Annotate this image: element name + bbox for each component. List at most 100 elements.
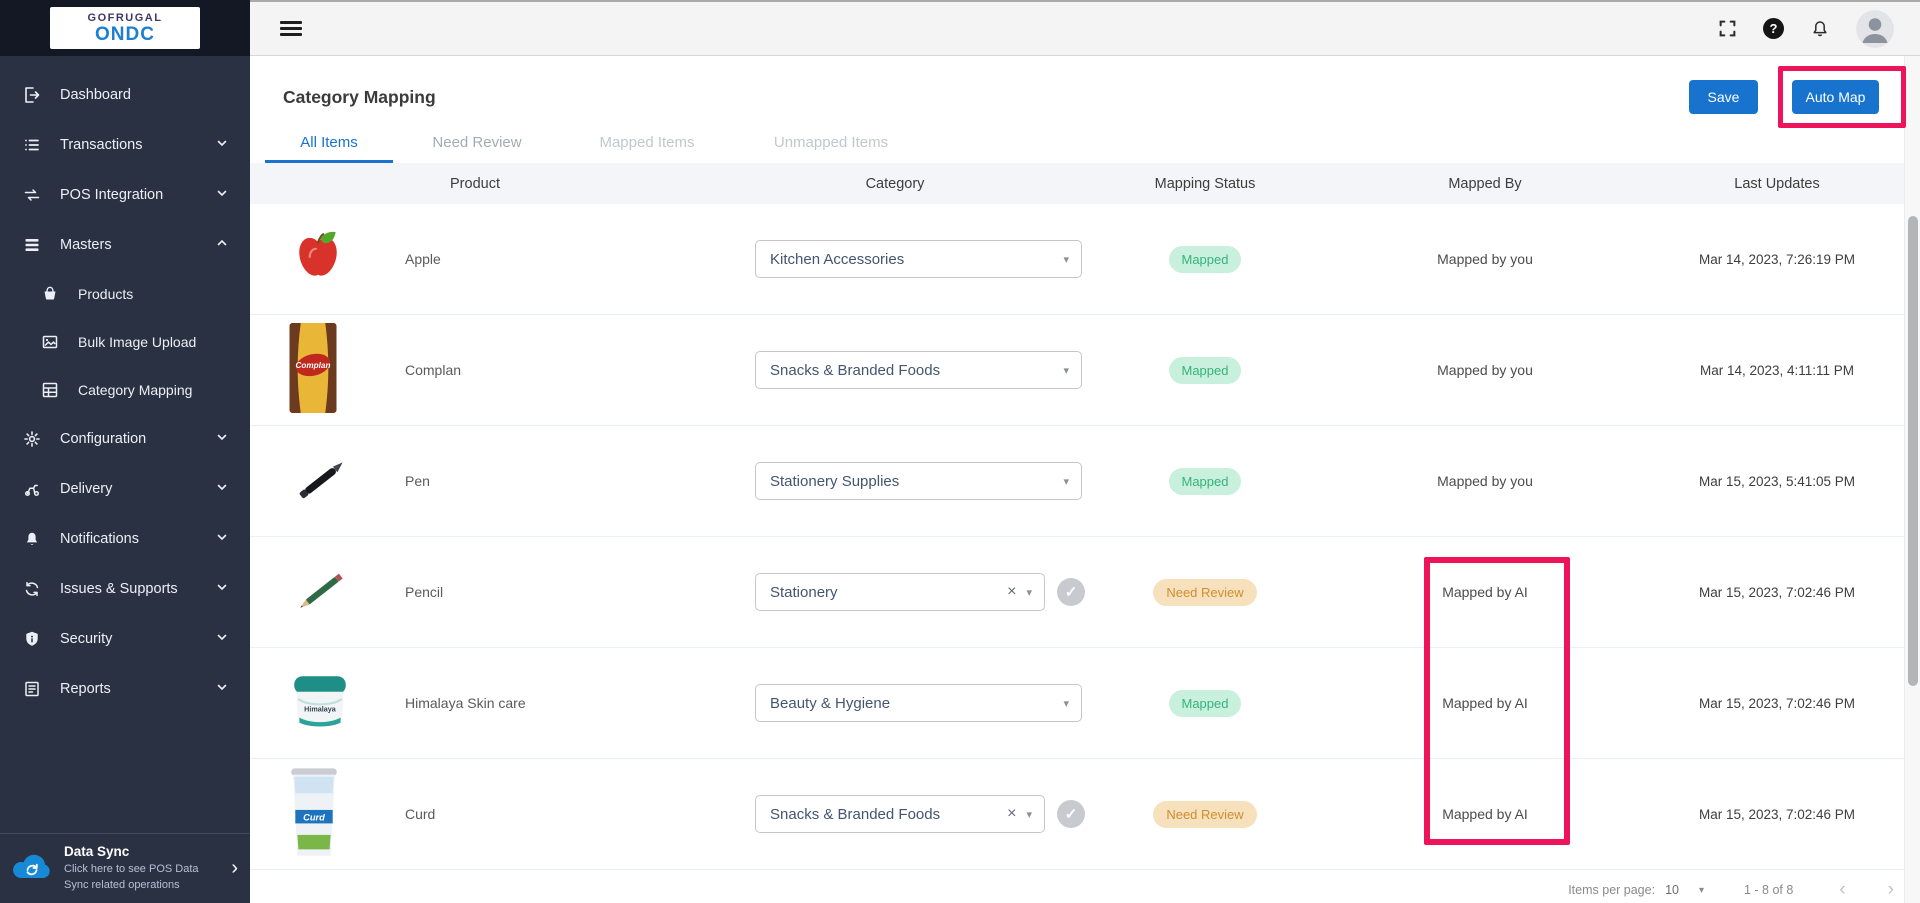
previous-page-icon[interactable]: ‹ [1839, 879, 1846, 900]
tab-need-review[interactable]: Need Review [432, 134, 522, 151]
column-header-mapped-by: Mapped By [1448, 175, 1522, 192]
notification-bell-icon[interactable] [1810, 19, 1830, 39]
clear-icon[interactable]: × [1007, 805, 1017, 822]
category-select[interactable]: Stationery × ▾ [755, 573, 1045, 611]
table-row-pencil: Pencil Stationery × ▾ ✓ Need Review Mapp… [250, 537, 1904, 648]
svg-text:Complan: Complan [296, 361, 331, 370]
caret-down-icon[interactable]: ▾ [1026, 808, 1032, 821]
category-select[interactable]: Stationery Supplies ▾ [755, 462, 1082, 500]
status-badge: Need Review [1153, 578, 1257, 606]
svg-text:Curd: Curd [303, 812, 325, 822]
sidebar-item-label: Transactions [60, 137, 143, 153]
scrollbar [1904, 56, 1920, 903]
sidebar-item-reports[interactable]: Reports [0, 664, 250, 714]
sidebar-item-category-mapping[interactable]: Category Mapping [0, 366, 250, 414]
status-badge: Mapped [1168, 467, 1242, 495]
masters-icon [22, 236, 42, 254]
svg-text:Himalaya: Himalaya [304, 704, 337, 713]
category-select[interactable]: Beauty & Hygiene ▾ [755, 684, 1082, 722]
pagination: Items per page: 10 ▾ 1 - 8 of 8 ‹ › [250, 870, 1920, 903]
topbar-actions: ? [1718, 9, 1894, 48]
logo-strip: GOFRUGAL ONDC [0, 0, 250, 56]
menu-icon[interactable] [280, 18, 302, 39]
product-name: Curd [405, 806, 436, 822]
caret-down-icon[interactable]: ▾ [1063, 475, 1069, 488]
product-name: Complan [405, 362, 462, 378]
sidebar-item-security[interactable]: Security [0, 614, 250, 664]
tab-mapped-items[interactable]: Mapped Items [599, 134, 695, 151]
mapped-by: Mapped by AI [1442, 806, 1528, 822]
bell-icon [22, 530, 42, 548]
sidebar-item-label: Reports [60, 681, 111, 697]
sidebar-item-label: Bulk Image Upload [78, 334, 197, 350]
next-page-icon[interactable]: › [1887, 879, 1894, 900]
chevron-down-icon [216, 530, 228, 548]
fullscreen-icon[interactable] [1718, 19, 1737, 38]
data-sync-title: Data Sync [64, 843, 130, 859]
dashboard-icon [22, 86, 42, 104]
save-button[interactable]: Save [1689, 80, 1758, 114]
data-sync-panel[interactable]: Data Sync Click here to see POS Data Syn… [0, 833, 250, 903]
chevron-right-icon[interactable]: › [231, 857, 238, 879]
report-icon [22, 680, 42, 698]
gofrugal-ondc-logo[interactable]: GOFRUGAL ONDC [50, 7, 200, 49]
sidebar-item-delivery[interactable]: Delivery [0, 464, 250, 514]
pos-integration-icon [22, 186, 42, 204]
sidebar-item-configuration[interactable]: Configuration [0, 414, 250, 464]
tab-unmapped-items[interactable]: Unmapped Items [773, 134, 889, 151]
column-header-category: Category [865, 175, 925, 192]
mapped-by: Mapped by you [1437, 473, 1533, 489]
status-badge: Mapped [1168, 356, 1242, 384]
items-per-page-caret-icon[interactable]: ▾ [1698, 884, 1704, 896]
sidebar-item-transactions[interactable]: Transactions [0, 120, 250, 170]
tab-all-items[interactable]: All Items [265, 134, 393, 163]
sidebar-item-notifications[interactable]: Notifications [0, 514, 250, 564]
sidebar-item-masters[interactable]: Masters [0, 220, 250, 270]
last-update: Mar 14, 2023, 4:11:11 PM [1699, 362, 1855, 378]
approve-mapping-button[interactable]: ✓ [1057, 578, 1085, 606]
category-select[interactable]: Snacks & Branded Foods ▾ [755, 351, 1082, 389]
sidebar-item-bulk-image-upload[interactable]: Bulk Image Upload [0, 318, 250, 366]
chevron-down-icon [216, 186, 228, 204]
items-per-page-value[interactable]: 10 [1665, 883, 1679, 897]
caret-down-icon[interactable]: ▾ [1063, 364, 1069, 377]
category-select[interactable]: Kitchen Accessories ▾ [755, 240, 1082, 278]
image-icon [40, 333, 60, 351]
sidebar-item-pos-integration[interactable]: POS Integration [0, 170, 250, 220]
caret-down-icon[interactable]: ▾ [1063, 253, 1069, 266]
category-mapping-grid-icon [40, 381, 60, 399]
product-name: Pencil [405, 584, 444, 600]
product-image-pencil [287, 554, 359, 631]
scrollbar-thumb[interactable] [1908, 216, 1918, 686]
sidebar-item-label: Category Mapping [78, 382, 193, 398]
clear-icon[interactable]: × [1007, 583, 1017, 600]
last-update: Mar 15, 2023, 7:02:46 PM [1698, 584, 1856, 600]
sidebar-item-label: Security [60, 631, 113, 647]
column-header-last-updates: Last Updates [1734, 175, 1820, 192]
items-per-page-label: Items per page: [1568, 883, 1656, 897]
caret-down-icon[interactable]: ▾ [1026, 586, 1032, 599]
sidebar-item-dashboard[interactable]: Dashboard [0, 70, 250, 120]
sidebar-item-products[interactable]: Products [0, 270, 250, 318]
table-row-himalaya: Himalaya Himalaya Skin care Beauty & Hyg… [250, 648, 1904, 759]
product-name: Himalaya Skin care [405, 695, 526, 711]
sidebar-item-issues-supports[interactable]: Issues & Supports [0, 564, 250, 614]
auto-map-button[interactable]: Auto Map [1792, 80, 1879, 114]
scooter-icon [22, 480, 42, 498]
shield-icon [22, 630, 42, 648]
support-sync-icon [22, 580, 42, 598]
chevron-down-icon [216, 580, 228, 598]
product-name: Apple [405, 251, 441, 267]
help-icon[interactable]: ? [1763, 18, 1784, 39]
product-image-complan: Complan [287, 321, 339, 420]
logo-sub-text: ONDC [95, 23, 155, 45]
caret-down-icon[interactable]: ▾ [1063, 697, 1069, 710]
mapped-by: Mapped by you [1437, 362, 1533, 378]
data-sync-subtitle-line2: Sync related operations [64, 878, 180, 891]
category-select[interactable]: Snacks & Branded Foods × ▾ [755, 795, 1045, 833]
approve-mapping-button[interactable]: ✓ [1057, 800, 1085, 828]
table-row-complan: Complan Complan Snacks & Branded Foods ▾… [250, 315, 1904, 426]
category-select-value: Beauty & Hygiene [770, 694, 891, 712]
avatar[interactable] [1856, 9, 1894, 48]
